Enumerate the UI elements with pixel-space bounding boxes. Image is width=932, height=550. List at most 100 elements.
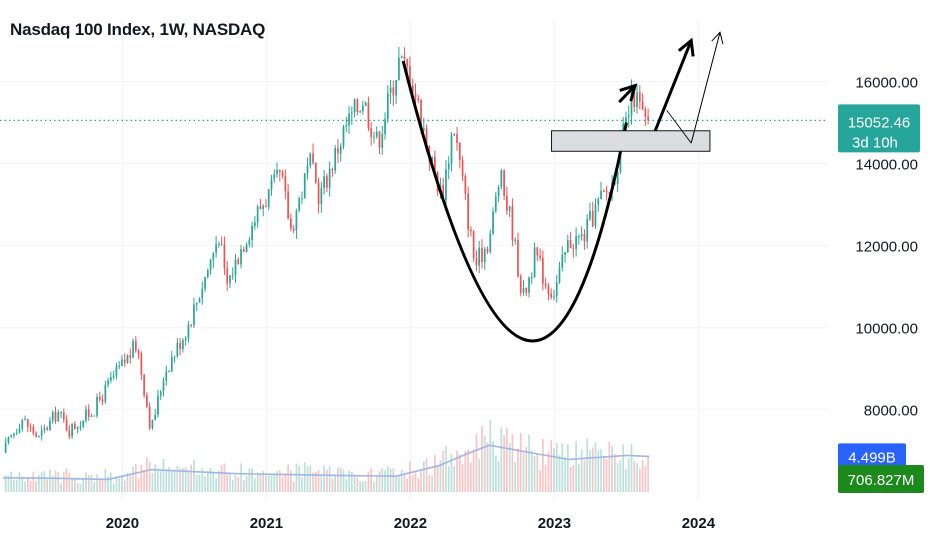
candle-body (87, 409, 90, 417)
volume-bar (461, 464, 464, 492)
candle-body (533, 247, 536, 278)
volume-bar (4, 474, 7, 492)
candle-body (93, 415, 96, 417)
volume-bar (51, 476, 54, 492)
volume-bar (107, 476, 109, 492)
candle-body (589, 210, 591, 220)
candle-body (406, 59, 409, 67)
candle-body (118, 365, 121, 367)
candle-body (281, 171, 284, 176)
candle-body (326, 176, 328, 188)
candle-body (240, 249, 242, 265)
candle-body (483, 248, 486, 262)
candle-body (456, 134, 458, 143)
annotations[interactable] (401, 31, 724, 343)
volume-bar (10, 471, 13, 492)
volume-bar (414, 471, 417, 492)
candle-body (190, 324, 193, 326)
volume-bar (486, 442, 489, 492)
volume-badge (838, 443, 906, 470)
candle-body (586, 219, 589, 242)
volume-bar (511, 434, 514, 492)
candle-body (24, 419, 26, 421)
candle-body (425, 128, 428, 147)
candle-body (630, 88, 633, 116)
volume-bar (575, 440, 577, 492)
volume-bar (40, 471, 43, 492)
volume-bar (564, 457, 566, 492)
candle-body (134, 340, 137, 352)
candle-body (356, 99, 359, 113)
volume-bar (101, 479, 104, 492)
candle-body (170, 357, 173, 372)
volume-bar (256, 472, 259, 492)
target-arrow-bold-head (677, 37, 695, 57)
volume-bar (525, 446, 528, 492)
candle-body (566, 240, 569, 253)
candle-body (417, 98, 420, 101)
volume-bar (447, 465, 450, 492)
price-badges: 15052.46 3d 10h 4.499B 706.827M (838, 104, 924, 493)
volume-bar (248, 468, 251, 492)
candle-body (359, 111, 361, 113)
volume-bar (398, 476, 400, 492)
volume-bar (553, 448, 555, 492)
volume-bar (29, 480, 32, 492)
volume-bar (583, 460, 586, 492)
time-tick-label: 2023 (538, 515, 571, 532)
volume-bar (201, 468, 204, 492)
time-axis[interactable]: 2020 2021 2022 2023 2024 (106, 515, 716, 532)
volume-bar (456, 450, 458, 492)
candle-body (46, 427, 49, 430)
candle-body (644, 109, 647, 117)
volume-bar (494, 455, 497, 492)
candle-body (519, 276, 522, 293)
candle-body (539, 255, 541, 258)
volume-bar (314, 471, 317, 492)
target-arrow-thin (690, 32, 721, 144)
candle-body (107, 380, 109, 385)
candle-body (542, 257, 544, 284)
volume-bar (65, 468, 68, 492)
candle-body (320, 188, 323, 205)
candle-body (104, 384, 107, 402)
volume-bar (522, 450, 525, 492)
volume-bar (179, 467, 181, 492)
candle-body (591, 210, 594, 227)
volume-bar (586, 438, 589, 492)
candle-body (51, 412, 54, 421)
volume-bar (406, 478, 409, 492)
volume-bar (104, 468, 107, 492)
volume-bar (359, 481, 361, 492)
time-tick-label: 2021 (250, 515, 283, 532)
candle-body (140, 353, 143, 375)
volume-bar (439, 460, 442, 492)
time-tick-label: 2022 (394, 515, 427, 532)
volume-bar (62, 471, 65, 492)
volume-bar (600, 449, 602, 492)
volume-bar (93, 481, 96, 492)
volume-bar (148, 461, 151, 492)
candle-body (13, 433, 15, 436)
volume-bar (647, 455, 649, 492)
candle-body (597, 198, 600, 205)
candle-body (342, 126, 345, 147)
volume-bar (79, 483, 82, 492)
volume-ma-badge-value: 706.827M (848, 472, 915, 489)
candle-body (248, 240, 251, 245)
candle-body (475, 258, 478, 266)
volume-bar (450, 454, 453, 492)
volume-bar (481, 425, 483, 492)
volume-bar (220, 464, 223, 492)
volume-bar (254, 478, 256, 492)
volume-bar (517, 448, 519, 492)
volume-bar (251, 468, 253, 492)
volume-bar (519, 433, 522, 492)
volume-bar (74, 478, 76, 492)
volume-bar (165, 469, 168, 492)
candle-body (193, 304, 195, 326)
volume-bar (317, 470, 320, 492)
price-axis[interactable]: 8000.00 16000.00 14000.00 12000.00 10000.00 (855, 75, 918, 420)
volume-bar (356, 477, 359, 492)
